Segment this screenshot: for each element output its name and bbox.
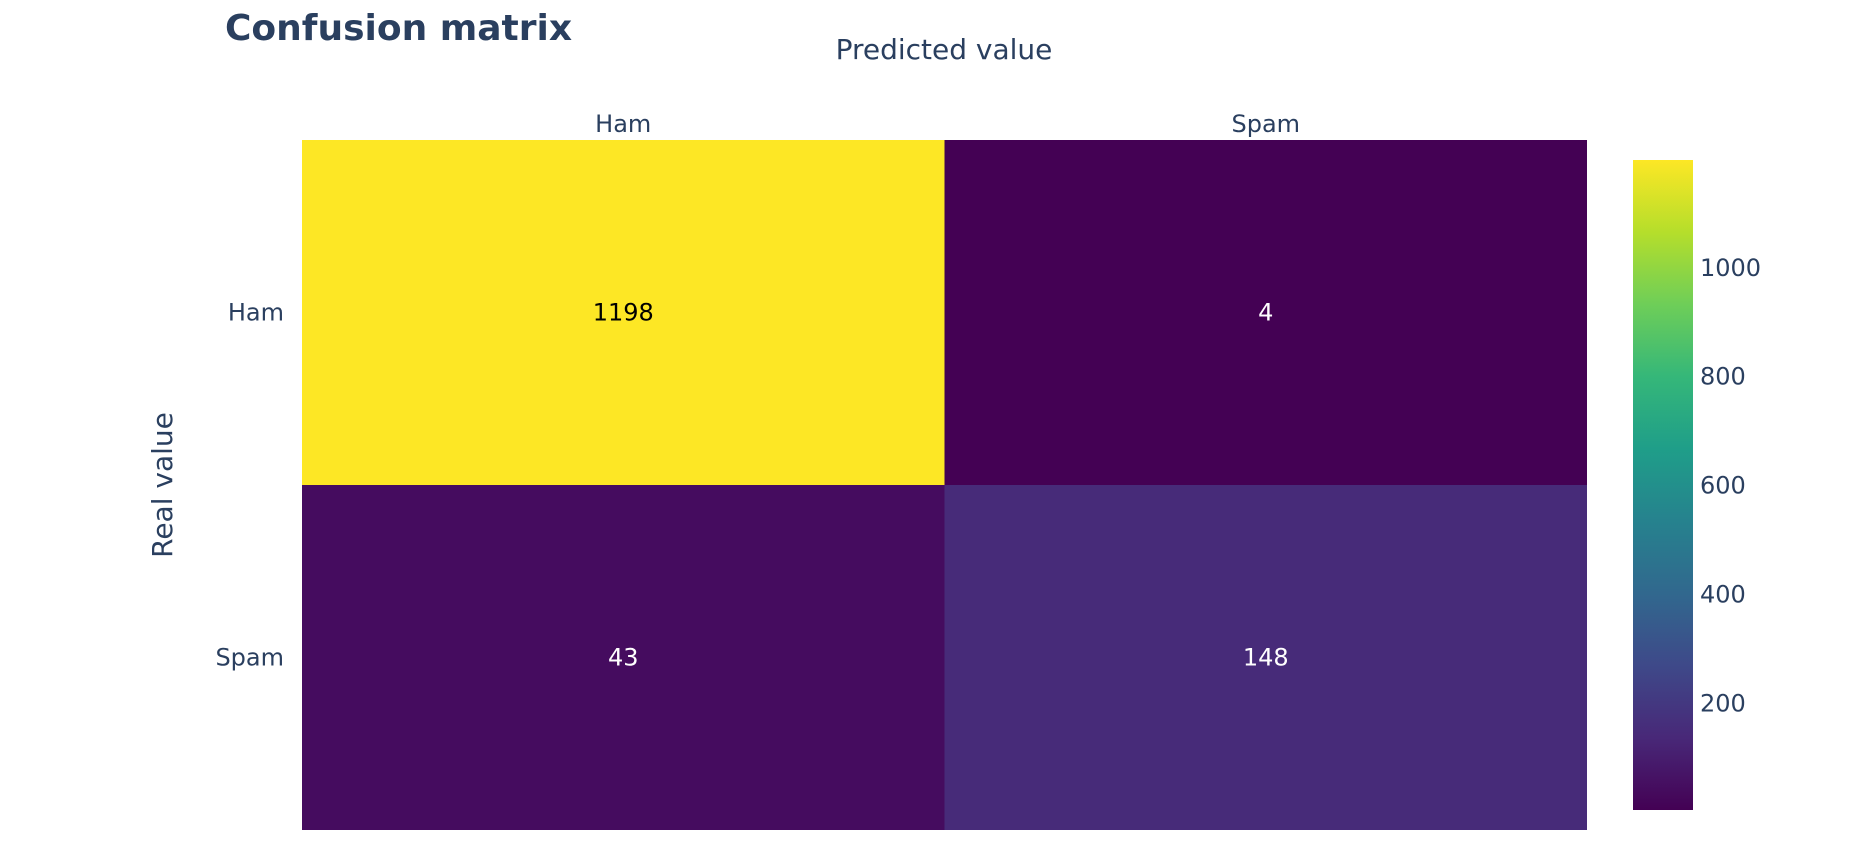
heatmap-cells [302,140,1587,830]
colorbar-tick-label: 200 [1700,689,1746,717]
heatmap-cell [302,140,945,485]
y-tick-label: Ham [228,299,284,327]
y-tick-label: Spam [215,644,284,672]
heatmap-cell [944,485,1587,830]
colorbar-tick-label: 600 [1700,472,1746,500]
heatmap-cell [302,485,945,830]
x-axis-title: Predicted value [836,33,1053,66]
heatmap-cell-labels: 1198 4 43 148 [593,299,1289,672]
colorbar-tick-labels: 200 400 600 800 1000 [1700,254,1761,718]
cell-value-label: 148 [1243,644,1289,672]
colorbar-tick-label: 800 [1700,363,1746,391]
x-tick-label: Spam [1231,110,1300,138]
cell-value-label: 4 [1258,299,1273,327]
cell-value-label: 1198 [593,299,654,327]
y-axis-title: Real value [146,412,179,558]
colorbar [1633,160,1693,810]
x-tick-label: Ham [595,110,651,138]
x-tick-labels: Ham Spam [595,110,1300,138]
cell-value-label: 43 [608,644,639,672]
heatmap-cell [944,140,1587,485]
colorbar-tick-label: 400 [1700,580,1746,608]
chart-title: Confusion matrix [225,8,572,49]
y-tick-labels: Ham Spam [215,299,284,672]
colorbar-tick-label: 1000 [1700,254,1761,282]
